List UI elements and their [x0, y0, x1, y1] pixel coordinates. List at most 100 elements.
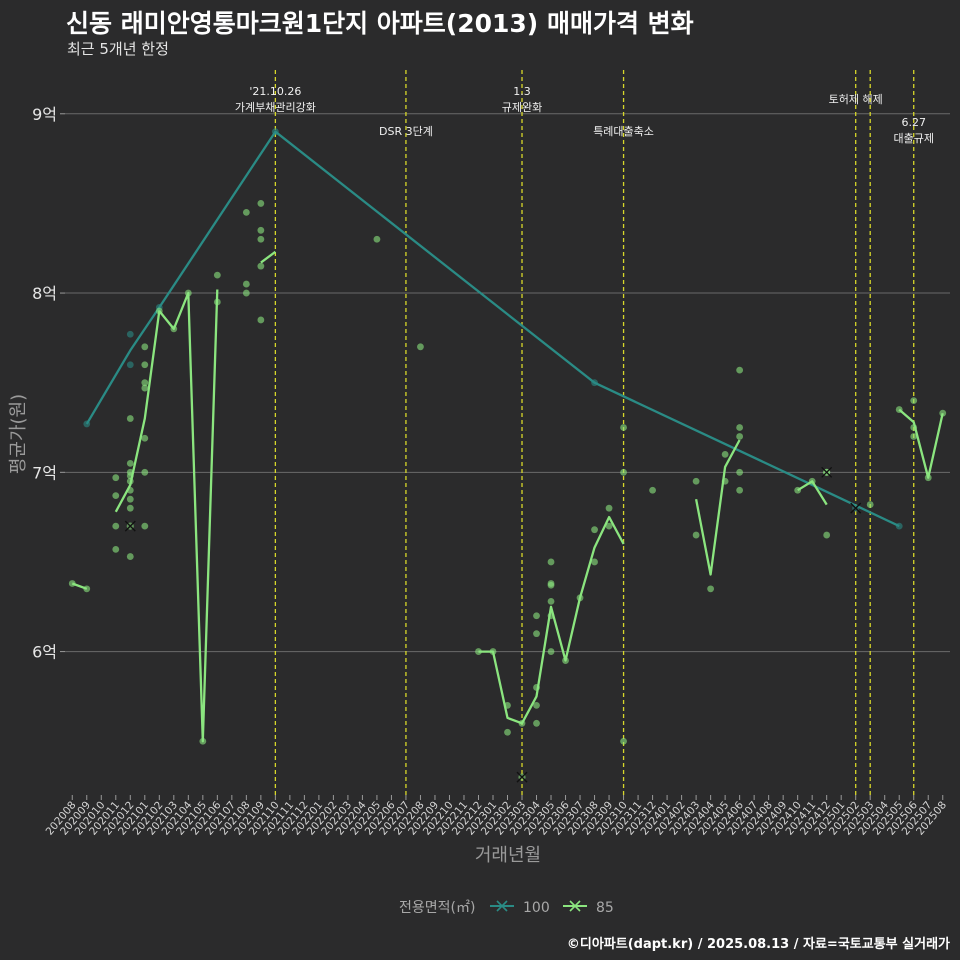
data-point-85 — [257, 226, 265, 234]
axes: 6억7억8억9억20200820200920201020201120201220… — [32, 105, 949, 838]
data-point-85 — [620, 737, 627, 745]
data-point-85 — [736, 486, 744, 494]
event-label: 6.27 대출규제 — [893, 116, 933, 145]
chart-title: 신동 래미안영통마크원1단지 아파트(2013) 매매가격 변화 — [66, 9, 694, 38]
data-point-85 — [736, 433, 744, 440]
data-point-85 — [141, 379, 149, 387]
data-point-85 — [736, 468, 744, 476]
cancelled-deal-mark-100 — [850, 502, 862, 514]
data-point-85 — [533, 719, 540, 727]
cancelled-deal-mark-85 — [821, 466, 833, 478]
data-point-85 — [736, 424, 744, 431]
data-point-85 — [489, 648, 497, 655]
data-point-85 — [199, 737, 207, 745]
data-point-85 — [112, 474, 120, 482]
data-point-85 — [257, 200, 265, 207]
data-point-85 — [155, 307, 163, 315]
data-point-85 — [707, 585, 715, 593]
data-point-85 — [692, 477, 700, 485]
data-point-85 — [417, 343, 424, 351]
data-point-85 — [126, 415, 134, 422]
data-point-85 — [533, 684, 540, 691]
event-label: 특례대출축소 — [593, 125, 654, 138]
data-point-85 — [257, 235, 265, 243]
data-point-85 — [170, 325, 178, 333]
data-point-100 — [895, 522, 903, 530]
legend-entry-label: 100 — [523, 900, 550, 916]
x-axis-label: 거래년월 — [475, 845, 541, 866]
data-point-85 — [184, 289, 192, 297]
data-point-85 — [126, 504, 134, 512]
data-point-85 — [141, 343, 149, 351]
data-point-85 — [112, 546, 120, 553]
data-point-85 — [257, 316, 265, 324]
data-point-85 — [591, 558, 598, 566]
cancelled-deal-mark-85 — [516, 771, 528, 783]
data-point-85 — [547, 558, 555, 566]
data-point-85 — [924, 474, 932, 482]
data-point-85 — [808, 477, 816, 485]
data-point-85 — [504, 728, 511, 736]
source-caption: ©디아파트(dapt.kr) / 2025.08.13 / 자료=국토교통부 실… — [566, 937, 950, 952]
data-point-85 — [562, 657, 569, 664]
data-point-85 — [242, 280, 250, 288]
data-point-85 — [242, 289, 250, 297]
data-point-85 — [736, 366, 744, 374]
data-point-85 — [112, 492, 120, 500]
cancelled-deal-mark-85 — [124, 520, 136, 532]
series-line-85 — [114, 289, 219, 743]
data-point-85 — [68, 580, 76, 587]
event-label: DSR 3단계 — [379, 125, 433, 138]
data-point-85 — [547, 581, 555, 589]
data-points — [68, 128, 947, 783]
data-point-100 — [591, 379, 598, 387]
data-point-85 — [533, 630, 540, 638]
data-point-85 — [533, 612, 540, 620]
data-point-85 — [939, 409, 947, 417]
y-tick-label: 9억 — [32, 105, 57, 124]
data-point-100 — [83, 420, 91, 428]
series-lines — [71, 130, 944, 743]
data-point-85 — [112, 522, 120, 530]
event-label: 1.3 규제완화 — [502, 85, 542, 114]
y-axis-label: 평균가(원) — [8, 394, 29, 474]
data-point-85 — [373, 235, 381, 243]
data-point-85 — [692, 531, 700, 539]
data-point-100 — [126, 330, 134, 338]
data-point-85 — [605, 522, 613, 530]
data-point-85 — [141, 522, 149, 530]
data-point-85 — [576, 594, 584, 602]
data-point-85 — [126, 495, 134, 503]
series-line-100 — [85, 130, 900, 528]
data-point-85 — [794, 486, 802, 494]
data-point-85 — [910, 397, 918, 405]
legend-key-mark-85 — [569, 900, 581, 912]
data-point-85 — [721, 477, 729, 485]
data-point-85 — [823, 531, 831, 539]
data-point-85 — [620, 424, 627, 431]
data-point-85 — [213, 298, 221, 306]
series-line-85 — [478, 515, 625, 725]
data-point-85 — [141, 468, 149, 476]
series-line-85 — [260, 250, 277, 264]
data-point-85 — [141, 434, 149, 442]
chart-subtitle: 최근 5개년 한정 — [67, 40, 169, 58]
data-point-85 — [591, 526, 598, 534]
event-label: '21.10.26 가계부채관리강화 — [235, 85, 316, 114]
data-point-85 — [257, 262, 265, 270]
series-line-85 — [694, 439, 741, 576]
data-point-85 — [895, 406, 903, 413]
data-point-85 — [504, 701, 511, 709]
data-point-85 — [721, 450, 729, 458]
legend: 전용면적(㎡) 100 85 — [399, 900, 614, 916]
data-point-100 — [271, 128, 279, 136]
data-point-85 — [518, 719, 526, 727]
data-point-85 — [83, 585, 91, 593]
y-tick-label: 7억 — [32, 463, 57, 482]
data-point-85 — [605, 504, 613, 512]
data-point-85 — [213, 271, 221, 279]
series-line-85 — [898, 408, 944, 479]
data-point-85 — [126, 459, 134, 467]
data-point-85 — [620, 468, 627, 476]
